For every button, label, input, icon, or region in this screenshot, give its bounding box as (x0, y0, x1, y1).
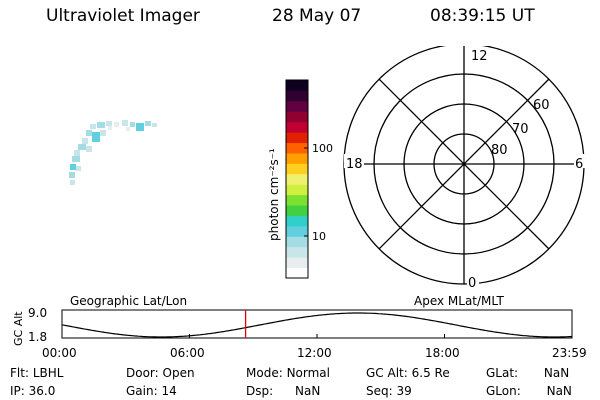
info-gcalt: GC Alt: 6.5 Re (366, 366, 450, 380)
info-dsp: Dsp: NaN (246, 384, 321, 398)
colorbar: 100 10 photon cm⁻²s⁻¹ (267, 79, 333, 279)
colorbar-cell (286, 194, 308, 206)
colorbar-cell (286, 90, 308, 102)
orbit-x-label-2359: 23:59 (552, 346, 587, 360)
orbit-right-title: Apex MLat/MLT (414, 294, 504, 308)
colorbar-cell (286, 173, 308, 185)
colorbar-cell (286, 111, 308, 123)
info-gain-value: 14 (161, 384, 177, 398)
colorbar-cell (286, 100, 308, 112)
orbit-x-label-1200: 12:00 (297, 346, 332, 360)
colorbar-cell (286, 132, 308, 144)
info-mode-value: Normal (286, 366, 330, 380)
info-seq-value: 39 (396, 384, 412, 398)
mlt-label-top: 12 (471, 49, 488, 64)
orbit-y-axis-label: GC Alt (12, 311, 25, 346)
orbit-left-title: Geographic Lat/Lon (70, 294, 188, 308)
colorbar-cell (286, 184, 308, 196)
info-glat: GLat: NaN (486, 366, 570, 380)
colorbar-cell (286, 225, 308, 237)
colorbar-units-label: photon cm⁻²s⁻¹ (267, 148, 281, 241)
info-glon-value: NaN (546, 384, 572, 398)
colorbar-cell (286, 205, 308, 216)
orbit-x-label-0000: 00:00 (42, 346, 77, 360)
colorbar-cell (286, 257, 308, 269)
info-seq: Seq: 39 (366, 384, 412, 398)
lat-label-80: 80 (491, 143, 508, 158)
lat-label-60: 60 (533, 98, 550, 113)
polar-diagonal-2 (378, 78, 550, 250)
colorbar-tick-label-10: 10 (312, 230, 326, 243)
colorbar-cell (286, 80, 308, 91)
colorbar-cell (286, 142, 308, 154)
date-label: 28 May 07 (272, 6, 362, 26)
colorbar-cell (286, 267, 308, 279)
info-glat-value: NaN (543, 366, 570, 380)
colorbar-cell (286, 246, 308, 258)
colorbar-gradient (286, 80, 308, 279)
info-door-value: Open (162, 366, 195, 380)
colorbar-cell (286, 215, 308, 227)
colorbar-tick-label-100: 100 (312, 142, 333, 155)
time-label: 08:39:15 UT (430, 6, 535, 26)
mlt-label-bottom: 0 (468, 276, 476, 290)
orbit-x-label-0600: 06:00 (170, 346, 205, 360)
info-gain: Gain: 14 (126, 384, 177, 398)
orbit-y-tick-low: 1.8 (28, 330, 47, 344)
mlt-label-right: 6 (575, 157, 583, 172)
auroral-image (69, 120, 157, 185)
info-door: Door: Open (126, 366, 195, 380)
info-dsp-value: NaN (294, 384, 321, 398)
info-flt-value: LBHL (32, 366, 64, 380)
colorbar-cell (286, 152, 308, 164)
lat-label-70: 70 (512, 122, 529, 137)
orbit-altitude-curve (61, 312, 573, 338)
info-ip: IP: 36.0 (10, 384, 56, 398)
info-gcalt-value: 6.5 Re (411, 366, 450, 380)
colorbar-frame (285, 79, 309, 279)
orbit-plot-frame (61, 309, 573, 339)
colorbar-cell (286, 163, 308, 175)
orbit-x-label-1800: 18:00 (425, 346, 460, 360)
polar-plot: 12 0 18 6 60 70 80 (343, 46, 586, 290)
orbit-altitude-plot: GC Alt 9.0 1.8 (12, 306, 573, 346)
info-ip-value: 36.0 (28, 384, 56, 398)
info-mode: Mode: Normal (246, 366, 330, 380)
info-flt: Flt: LBHL (10, 366, 64, 380)
colorbar-cell (286, 236, 308, 248)
info-glon: GLon: NaN (486, 384, 572, 398)
orbit-y-tick-high: 9.0 (28, 306, 47, 320)
instrument-title: Ultraviolet Imager (46, 6, 200, 26)
colorbar-cell (286, 121, 308, 133)
mlt-label-left: 18 (346, 157, 363, 172)
auroral-emission-pixels (69, 120, 157, 185)
